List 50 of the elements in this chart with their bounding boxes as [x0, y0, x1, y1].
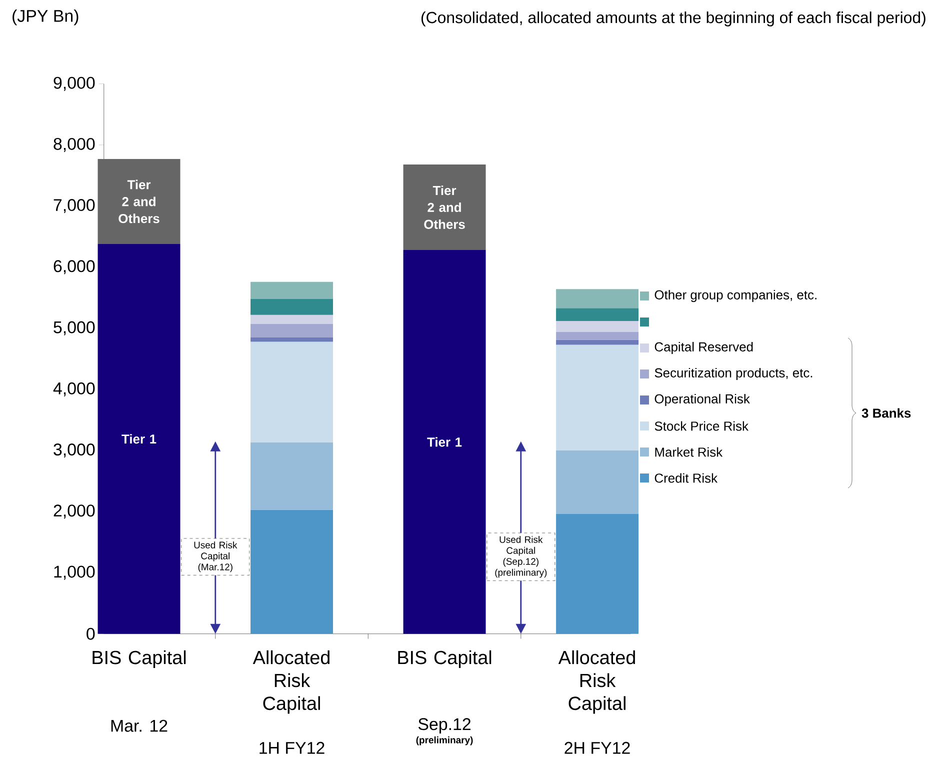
- y-tick-label: 0: [86, 628, 95, 640]
- text: Sep.12: [418, 718, 470, 734]
- text: (JPY Bn): [12, 10, 78, 26]
- y-tick-label: 6,000: [54, 260, 95, 274]
- bar: [250, 282, 334, 299]
- bar: [403, 250, 486, 634]
- annotation: Used Risk Capital (Mar.12): [194, 541, 238, 572]
- legend-label: Other group companies, etc.: [654, 290, 816, 302]
- y-tick-label: 9,000: [54, 76, 95, 91]
- bar: [556, 332, 639, 340]
- bar: [250, 510, 334, 634]
- y-tick-label: 2,000: [54, 504, 95, 519]
- legend-label: Capital Reserved: [654, 342, 753, 354]
- text: Tier 2 and Others: [424, 186, 465, 229]
- y-tick-label: 7,000: [54, 199, 95, 214]
- legend-label: Credit Risk: [654, 473, 718, 483]
- bar: [250, 342, 334, 443]
- text: 2H FY12: [564, 742, 630, 754]
- text: 1H FY12: [260, 742, 324, 754]
- text: Tier 1: [427, 437, 462, 447]
- y-tick-label: 5,000: [54, 321, 95, 336]
- y-tick-label: 1,000: [54, 566, 95, 580]
- bar: [556, 340, 639, 345]
- legend-label: Operational Risk: [654, 394, 750, 406]
- y-tick-label: 8,000: [54, 138, 95, 152]
- bar: [98, 158, 180, 244]
- bar: [403, 164, 486, 250]
- x-tick-label: BIS Capital: [398, 650, 492, 668]
- bar: [250, 324, 334, 338]
- text: (preliminary): [416, 736, 473, 746]
- text: (Consolidated, allocated amounts at the beginning of each fiscal period): [421, 12, 926, 26]
- legend-label: Securitization products, etc.: [654, 368, 812, 380]
- bar: [250, 314, 334, 324]
- bar: [556, 514, 639, 634]
- y-tick-label: 3,000: [54, 443, 95, 458]
- x-tick-label: BIS Capital: [92, 650, 186, 668]
- bar: [250, 337, 334, 342]
- x-tick-label: Allocated Risk Capital: [558, 650, 635, 714]
- legend-label: Market Risk: [655, 447, 723, 457]
- text: Mar. 12: [111, 720, 168, 732]
- bar: [250, 442, 334, 510]
- legend-label: Stock Price Risk: [654, 421, 748, 431]
- bar: [98, 244, 180, 634]
- text: 3 Banks: [862, 408, 911, 418]
- bar: [250, 298, 334, 315]
- y-tick-label: 4,000: [53, 382, 95, 396]
- series-label: Tier 1: [122, 434, 156, 444]
- x-tick-label: Allocated Risk Capital: [252, 650, 330, 714]
- annotation: Used Risk Capital (Sep.12) (preliminary): [495, 536, 547, 578]
- series-label: Tier 2 and Others: [118, 180, 160, 224]
